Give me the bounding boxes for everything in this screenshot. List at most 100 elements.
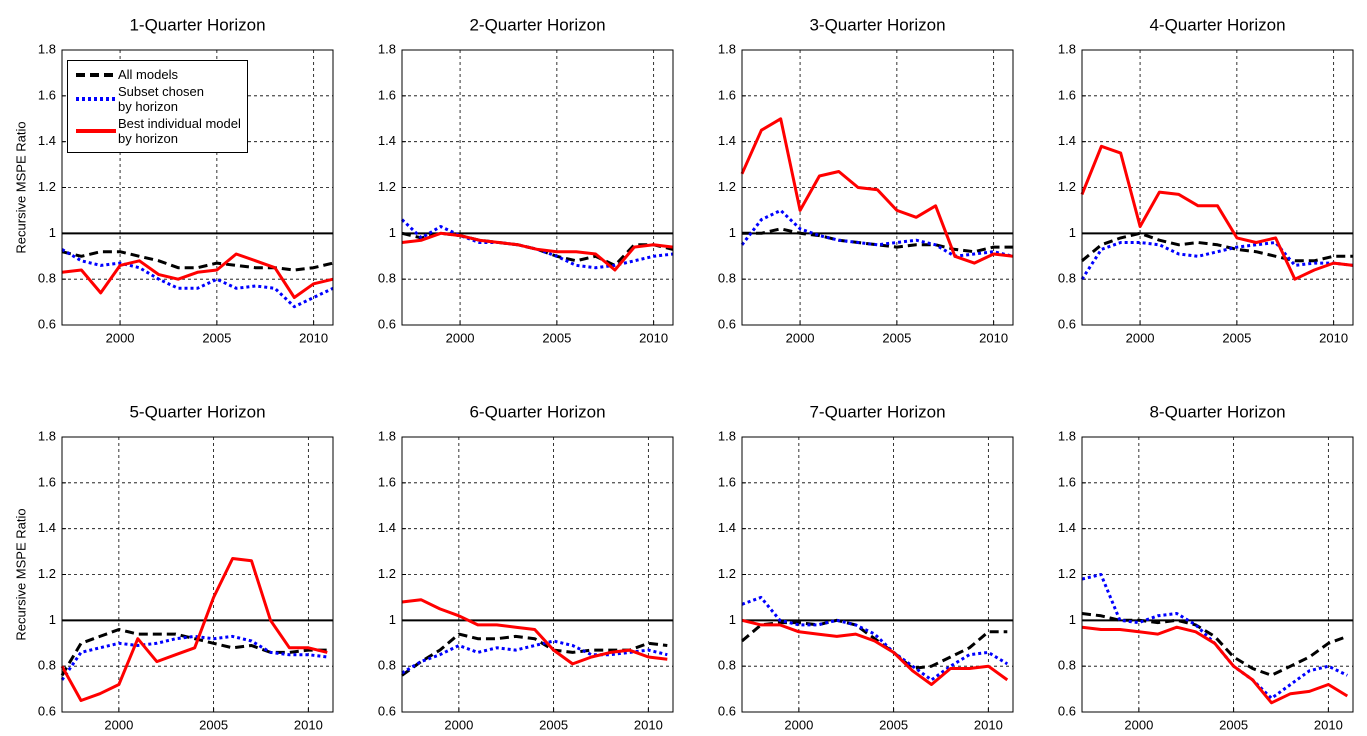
- series-line: [401, 231, 674, 272]
- plot-area: [62, 437, 333, 712]
- series-line: [400, 218, 674, 270]
- x-tick-label: 2000: [786, 330, 815, 345]
- plot-area: [1082, 50, 1353, 325]
- series-line: [60, 634, 328, 681]
- plot-area: [402, 50, 673, 325]
- series-line: [1081, 231, 1353, 263]
- y-tick-label: 1.4: [718, 520, 736, 535]
- legend-label: Best individual model by horizon: [118, 116, 241, 146]
- y-tick-label: 1.8: [718, 428, 736, 443]
- series-line: [1081, 612, 1348, 677]
- x-tick-label: 2010: [634, 717, 663, 732]
- plot-frame: [61, 436, 334, 713]
- x-tick-label: 2005: [1219, 717, 1248, 732]
- x-tick-label: 2010: [1314, 717, 1343, 732]
- y-tick-label: 1.2: [718, 566, 736, 581]
- y-tick-label: 0.8: [718, 271, 736, 286]
- chart-title: 7-Quarter Horizon: [809, 402, 945, 421]
- x-tick-label: 2010: [1319, 330, 1348, 345]
- chart-title: 2-Quarter Horizon: [469, 15, 605, 34]
- y-tick-label: 1: [49, 225, 56, 240]
- x-tick-label: 2005: [1222, 330, 1251, 345]
- legend-swatch: [76, 129, 116, 133]
- x-tick-label: 2010: [974, 717, 1003, 732]
- y-axis-label: Recursive MSPE Ratio: [13, 508, 28, 640]
- y-tick-label: 0.6: [1058, 703, 1076, 718]
- chart-title: 6-Quarter Horizon: [469, 402, 605, 421]
- y-tick-label: 1.2: [378, 179, 396, 194]
- y-tick-label: 1.4: [1058, 133, 1076, 148]
- y-tick-label: 0.6: [378, 703, 396, 718]
- x-tick-label: 2010: [294, 717, 323, 732]
- y-tick-label: 1.6: [378, 474, 396, 489]
- series-line: [60, 557, 328, 702]
- y-tick-label: 1.8: [378, 41, 396, 56]
- y-tick-label: 1.4: [378, 520, 396, 535]
- y-tick-label: 0.8: [38, 658, 56, 673]
- y-tick-label: 1: [1069, 612, 1076, 627]
- y-tick-label: 0.8: [378, 658, 396, 673]
- series-line: [1080, 144, 1354, 281]
- plot-frame: [1081, 49, 1354, 326]
- plot-frame: [401, 49, 674, 326]
- y-tick-label: 1.2: [38, 566, 56, 581]
- x-tick-label: 2005: [882, 330, 911, 345]
- plot-area: [742, 437, 1013, 712]
- y-tick-label: 0.6: [38, 316, 56, 331]
- y-tick-label: 1.2: [38, 179, 56, 194]
- plot-frame: [401, 436, 674, 713]
- plot-frame: [61, 49, 334, 326]
- y-tick-label: 1.6: [378, 87, 396, 102]
- plot-area: [1082, 437, 1353, 712]
- y-tick-label: 1: [729, 225, 736, 240]
- chart-title: 1-Quarter Horizon: [129, 15, 265, 34]
- x-tick-label: 2000: [444, 717, 473, 732]
- y-tick-label: 1.8: [718, 41, 736, 56]
- x-tick-label: 2000: [1124, 717, 1153, 732]
- y-tick-label: 0.6: [718, 316, 736, 331]
- y-tick-label: 1.2: [1058, 566, 1076, 581]
- series-line: [61, 248, 334, 309]
- y-tick-label: 1.6: [718, 87, 736, 102]
- series-line: [740, 117, 1014, 265]
- x-tick-label: 2000: [1126, 330, 1155, 345]
- series-line: [1081, 625, 1349, 705]
- series-line: [401, 639, 668, 675]
- y-tick-label: 1: [729, 612, 736, 627]
- y-tick-label: 1.6: [718, 474, 736, 489]
- chart-title: 8-Quarter Horizon: [1149, 402, 1285, 421]
- legend-swatch: [76, 97, 116, 101]
- y-tick-label: 1.4: [718, 133, 736, 148]
- y-tick-label: 0.8: [1058, 271, 1076, 286]
- y-tick-label: 0.8: [38, 271, 56, 286]
- series-line: [741, 618, 1009, 686]
- x-tick-label: 2000: [104, 717, 133, 732]
- x-tick-label: 2000: [784, 717, 813, 732]
- y-axis-label: Recursive MSPE Ratio: [13, 121, 28, 253]
- legend-label: All models: [118, 67, 178, 82]
- plot-area: [402, 437, 673, 712]
- series-line: [740, 208, 1014, 258]
- y-tick-label: 1: [389, 612, 396, 627]
- series-line: [401, 598, 668, 666]
- y-tick-label: 1.6: [38, 474, 56, 489]
- y-tick-label: 1.2: [378, 566, 396, 581]
- y-tick-label: 0.8: [718, 658, 736, 673]
- y-tick-label: 1.2: [718, 179, 736, 194]
- plot-frame: [1081, 436, 1354, 713]
- plot-frame: [741, 49, 1014, 326]
- x-tick-label: 2005: [879, 717, 908, 732]
- y-tick-label: 1.8: [38, 41, 56, 56]
- y-tick-label: 0.8: [378, 271, 396, 286]
- legend: All models Subset chosen by horizon Best i…: [67, 60, 248, 153]
- chart-title: 5-Quarter Horizon: [129, 402, 265, 421]
- chart-title: 3-Quarter Horizon: [809, 15, 945, 34]
- y-tick-label: 1: [1069, 225, 1076, 240]
- series-line: [61, 250, 334, 272]
- series-line: [60, 628, 328, 677]
- y-tick-label: 1.8: [1058, 41, 1076, 56]
- plot-area: [742, 50, 1013, 325]
- legend-entry: Subset chosen by horizon: [74, 84, 241, 114]
